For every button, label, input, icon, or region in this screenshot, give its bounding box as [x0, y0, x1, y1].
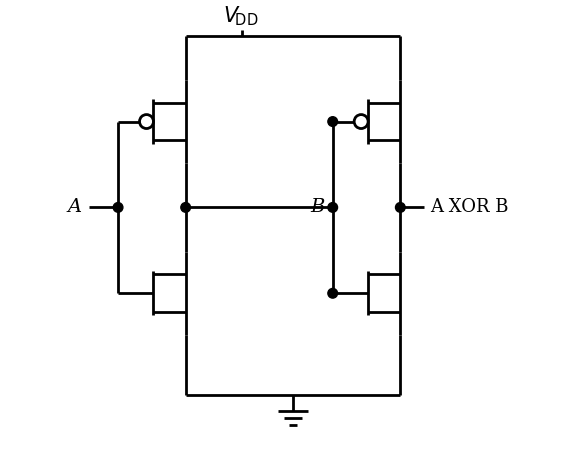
Circle shape — [328, 203, 338, 212]
Text: B: B — [310, 199, 325, 216]
Circle shape — [328, 117, 338, 126]
Circle shape — [328, 288, 338, 298]
Text: $V_{\!\mathrm{DD}}$: $V_{\!\mathrm{DD}}$ — [223, 4, 259, 27]
Circle shape — [181, 203, 190, 212]
Text: A XOR B: A XOR B — [430, 199, 508, 216]
Text: A: A — [68, 199, 82, 216]
Circle shape — [396, 203, 405, 212]
Circle shape — [113, 203, 123, 212]
